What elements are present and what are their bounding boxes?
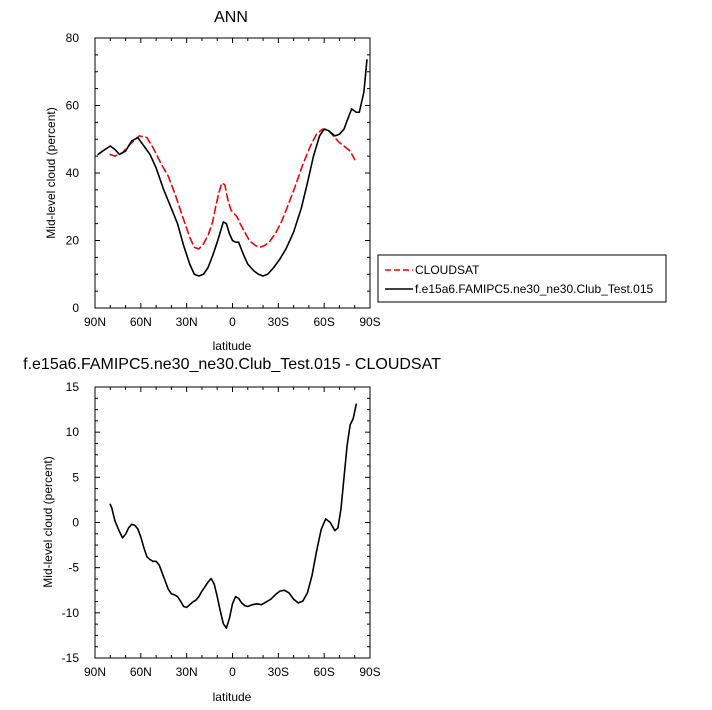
bottom-x-tick-label: 60S <box>313 665 334 679</box>
legend-label-cloudsat: CLOUDSAT <box>415 263 480 277</box>
top-x-tick-label: 90N <box>84 315 106 329</box>
legend-label-model: f.e15a6.FAMIPC5.ne30_ne30.Club_Test.015 <box>415 282 653 296</box>
top-y-tick-label: 60 <box>66 99 80 113</box>
bottom-x-axis-label: latitude <box>213 690 252 704</box>
bottom-plot-frame <box>94 386 371 659</box>
legend-box <box>377 254 667 303</box>
top-x-tick-label: 30S <box>268 315 289 329</box>
bottom-x-tick-label: 90N <box>84 665 106 679</box>
legend: CLOUDSAT f.e15a6.FAMIPC5.ne30_ne30.Club_… <box>377 254 667 303</box>
bottom-chart-title: f.e15a6.FAMIPC5.ne30_ne30.Club_Test.015 … <box>23 356 441 373</box>
bottom-x-tick-label: 30N <box>176 665 198 679</box>
bottom-y-tick-label: -15 <box>62 651 80 665</box>
top-x-axis-label: latitude <box>213 339 252 353</box>
top-plot-frame <box>94 37 371 309</box>
bottom-x-tick-label: 90S <box>359 665 380 679</box>
bottom-y-tick-label: -10 <box>62 606 80 620</box>
bottom-y-tick-label: 5 <box>72 470 79 484</box>
top-x-tick-label: 30N <box>176 315 198 329</box>
top-series <box>97 59 368 277</box>
top-series-line-2 <box>97 59 368 277</box>
bottom-x-tick-label: 60N <box>130 665 152 679</box>
top-panel: ANN 90N 60N 30N 0 30S 60S 90S 0 20 40 60 80 latitud… <box>44 9 381 353</box>
top-y-tick-label: 20 <box>66 234 80 248</box>
bottom-series <box>109 403 358 629</box>
bottom-y-tick-label: 0 <box>72 516 79 530</box>
top-x-tick-label: 60N <box>130 315 152 329</box>
top-series-line-1 <box>109 128 356 250</box>
top-chart-title: ANN <box>214 9 248 26</box>
bottom-x-tick-label: 0 <box>229 665 236 679</box>
top-y-tick-label: 40 <box>66 166 80 180</box>
bottom-panel: f.e15a6.FAMIPC5.ne30_ne30.Club_Test.015 … <box>23 356 441 704</box>
top-x-tick-label: 60S <box>313 315 334 329</box>
top-ticks: 90N 60N 30N 0 30S 60S 90S 0 20 40 60 80 <box>66 31 381 329</box>
top-y-axis-label: Mid-level cloud (percent) <box>44 107 58 238</box>
bottom-x-tick-label: 30S <box>268 665 289 679</box>
bottom-series-line-1 <box>109 403 358 629</box>
top-x-tick-label: 0 <box>229 315 236 329</box>
top-y-tick-label: 80 <box>66 31 80 45</box>
bottom-y-tick-label: 15 <box>66 380 80 394</box>
top-y-tick-label: 0 <box>72 301 79 315</box>
bottom-y-axis-label: Mid-level cloud (percent) <box>41 456 55 587</box>
bottom-y-tick-label: -5 <box>68 561 79 575</box>
bottom-ticks: 90N 60N 30N 0 30S 60S 90S -15 -10 -5 0 5 10 15 <box>62 380 381 679</box>
top-x-tick-label: 90S <box>359 315 380 329</box>
bottom-y-tick-label: 10 <box>66 425 80 439</box>
